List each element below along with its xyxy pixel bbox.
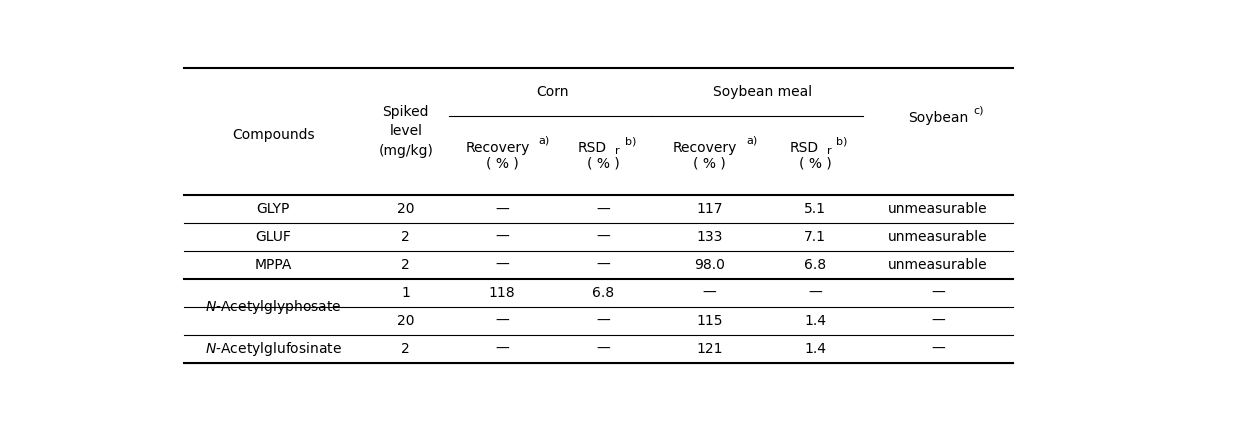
Text: —: — bbox=[931, 286, 945, 300]
Text: Recovery: Recovery bbox=[465, 141, 530, 155]
Text: unmeasurable: unmeasurable bbox=[889, 230, 988, 244]
Text: Recovery: Recovery bbox=[672, 141, 737, 155]
Text: a): a) bbox=[538, 135, 551, 145]
Text: 1.4: 1.4 bbox=[804, 342, 827, 356]
Text: —: — bbox=[495, 202, 510, 216]
Text: 2: 2 bbox=[401, 342, 410, 356]
Text: c): c) bbox=[973, 105, 983, 115]
Text: —: — bbox=[597, 202, 610, 216]
Text: —: — bbox=[495, 230, 510, 244]
Text: 6.8: 6.8 bbox=[804, 258, 827, 272]
Text: Spiked
level
(mg/kg): Spiked level (mg/kg) bbox=[378, 105, 434, 158]
Text: 7.1: 7.1 bbox=[804, 230, 827, 244]
Text: 1: 1 bbox=[401, 286, 410, 300]
Text: MPPA: MPPA bbox=[255, 258, 292, 272]
Text: 2: 2 bbox=[401, 258, 410, 272]
Text: ( % ): ( % ) bbox=[799, 157, 832, 171]
Text: $N$-Acetylglyphosate: $N$-Acetylglyphosate bbox=[205, 298, 342, 316]
Text: unmeasurable: unmeasurable bbox=[889, 202, 988, 216]
Text: —: — bbox=[702, 286, 716, 300]
Text: 1.4: 1.4 bbox=[804, 314, 827, 328]
Text: unmeasurable: unmeasurable bbox=[889, 258, 988, 272]
Text: —: — bbox=[597, 258, 610, 272]
Text: —: — bbox=[808, 286, 822, 300]
Text: —: — bbox=[931, 342, 945, 356]
Text: ( % ): ( % ) bbox=[692, 157, 726, 171]
Text: —: — bbox=[597, 230, 610, 244]
Text: 98.0: 98.0 bbox=[694, 258, 725, 272]
Text: GLYP: GLYP bbox=[257, 202, 290, 216]
Text: 133: 133 bbox=[696, 230, 722, 244]
Text: 118: 118 bbox=[488, 286, 516, 300]
Text: ( % ): ( % ) bbox=[486, 157, 518, 171]
Text: a): a) bbox=[746, 135, 757, 145]
Text: 2: 2 bbox=[401, 230, 410, 244]
Text: RSD: RSD bbox=[577, 141, 607, 155]
Text: Soybean meal: Soybean meal bbox=[712, 85, 812, 99]
Text: r: r bbox=[827, 146, 832, 156]
Text: $N$-Acetylglufosinate: $N$-Acetylglufosinate bbox=[205, 340, 342, 358]
Text: —: — bbox=[597, 314, 610, 328]
Text: Corn: Corn bbox=[537, 85, 569, 99]
Text: Soybean: Soybean bbox=[907, 111, 968, 125]
Text: —: — bbox=[597, 342, 610, 356]
Text: —: — bbox=[931, 314, 945, 328]
Text: 117: 117 bbox=[696, 202, 722, 216]
Text: 20: 20 bbox=[397, 202, 415, 216]
Text: 115: 115 bbox=[696, 314, 722, 328]
Text: Compounds: Compounds bbox=[232, 128, 314, 142]
Text: 6.8: 6.8 bbox=[592, 286, 614, 300]
Text: RSD: RSD bbox=[789, 141, 818, 155]
Text: GLUF: GLUF bbox=[256, 230, 291, 244]
Text: 121: 121 bbox=[696, 342, 722, 356]
Text: —: — bbox=[495, 314, 510, 328]
Text: —: — bbox=[495, 258, 510, 272]
Text: b): b) bbox=[624, 137, 636, 147]
Text: ( % ): ( % ) bbox=[587, 157, 620, 171]
Text: 20: 20 bbox=[397, 314, 415, 328]
Text: b): b) bbox=[837, 137, 848, 147]
Text: r: r bbox=[615, 146, 619, 156]
Text: 5.1: 5.1 bbox=[804, 202, 827, 216]
Text: —: — bbox=[495, 342, 510, 356]
